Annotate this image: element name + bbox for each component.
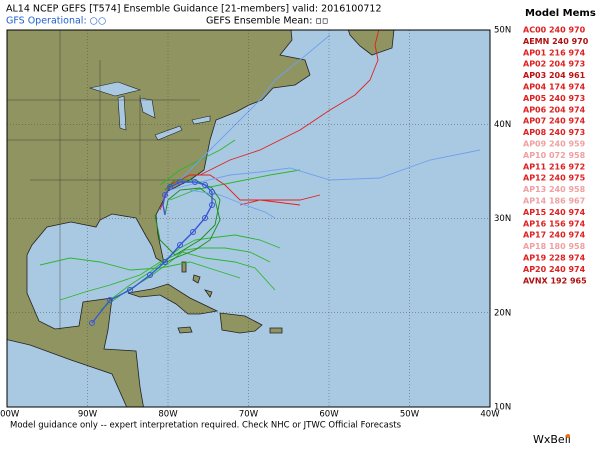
legend-entry: AP03 204 961 [523, 71, 586, 80]
map [6, 29, 491, 408]
newfoundland [347, 30, 395, 56]
legend-entry: AP13 240 958 [523, 185, 586, 194]
legend-entry: AC00 240 970 [523, 26, 586, 35]
legend-entry: AP18 180 958 [523, 242, 586, 251]
legend: AC00 240 970 AEMN 240 970 AP01 216 974 AP02… [523, 26, 589, 286]
longitude-label: 60W [319, 410, 339, 420]
legend-entry: AEMN 240 970 [523, 37, 589, 46]
legend-entry: AP02 204 973 [523, 60, 585, 69]
graticule [7, 30, 490, 407]
tracks [39, 30, 481, 324]
hispaniola [219, 312, 263, 334]
legend-entry: AP11 216 972 [523, 162, 585, 171]
legend-entry: AP06 204 974 [523, 105, 586, 114]
latitude-label: 50N [494, 26, 511, 36]
legend-entry: AP04 174 974 [523, 83, 586, 92]
legend-entry: AVNX 192 965 [523, 276, 587, 285]
latitude-label: 40N [494, 120, 511, 130]
longitude-label: 50W [400, 410, 420, 420]
map-border [6, 29, 491, 408]
longitude-label: 70W [239, 410, 259, 420]
latitude-label: 20N [494, 308, 511, 318]
longitude-label: 100W [0, 410, 20, 420]
bahamas [181, 261, 213, 298]
legend-entry: AP01 216 974 [523, 48, 586, 57]
brand-dot [566, 434, 570, 438]
legend-entry: AP08 240 973 [523, 128, 585, 137]
jamaica [177, 326, 193, 334]
footer-disclaimer: Model guidance only -- expert interpreta… [10, 421, 402, 431]
cuba [127, 283, 219, 315]
legend-entry: AP16 156 974 [523, 219, 586, 228]
mean-track-points [89, 179, 215, 326]
brand: WxBell [533, 433, 571, 446]
longitude-label: 80W [158, 410, 178, 420]
legend-entry: AP14 186 967 [523, 197, 585, 206]
latitude-label: 10N [494, 403, 511, 413]
legend-entry: AP17 240 974 [523, 231, 586, 240]
legend-entry: AP10 072 958 [523, 151, 586, 160]
legend-title: Model Mems [525, 8, 596, 19]
legend-entry: AP09 240 959 [523, 140, 586, 149]
longitude-label: 90W [78, 410, 98, 420]
great-lakes [88, 81, 211, 141]
state-borders [7, 30, 200, 330]
ensemble-mean-label: GEFS Ensemble Mean: ▫▫ [206, 16, 328, 27]
legend-entry: AP07 240 974 [523, 117, 586, 126]
legend-entry: AP15 240 974 [523, 208, 586, 217]
longitude-label: 40W [480, 410, 500, 420]
header-title: AL14 NCEP GEFS [T574] Ensemble Guidance … [6, 4, 382, 15]
puerto-rico [269, 327, 283, 334]
legend-entry: AP12 240 975 [523, 174, 586, 183]
legend-entry: AP19 228 974 [523, 254, 586, 263]
latitude-label: 30N [494, 214, 511, 224]
legend-entry: AP05 240 973 [523, 94, 585, 103]
legend-entry: AP20 240 974 [523, 265, 586, 274]
gfs-operational-label: GFS Operational: ○○ [6, 16, 106, 27]
